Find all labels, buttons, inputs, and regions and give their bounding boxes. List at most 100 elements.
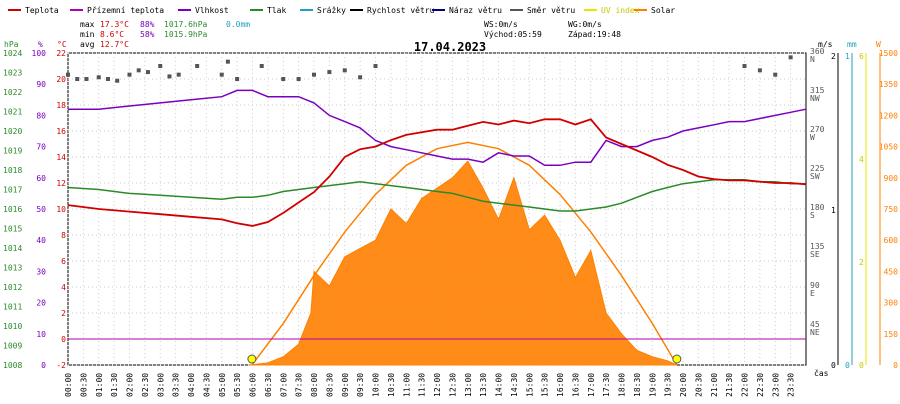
axis-tick-time: 03:30 [172, 373, 181, 397]
axis-unit-time: čas [814, 368, 829, 378]
axis-tick-degc: 0 [61, 335, 66, 344]
legend-label: Solar [651, 6, 675, 15]
axis-tick-time: 02:00 [126, 373, 135, 397]
axis-tick-time: 11:00 [402, 373, 411, 397]
axis-tick-time: 06:30 [264, 373, 273, 397]
stat-sunset: Západ:19:48 [568, 30, 621, 39]
axis-tick-dir-label: E [810, 289, 815, 298]
axis-tick-time: 22:30 [756, 373, 765, 397]
axis-tick-uv: 6 [859, 52, 864, 61]
axis-tick-time: 06:00 [249, 373, 258, 397]
axis-tick-hpa: 1017 [3, 186, 22, 195]
axis-unit-degc: °C [57, 40, 67, 49]
axis-tick-degc: 18 [56, 101, 66, 110]
axis-tick-pct: 40 [36, 236, 46, 245]
axis-tick-time: 12:00 [433, 373, 442, 397]
axis-tick-uv: 2 [859, 258, 864, 267]
axis-tick-time: 10:30 [387, 373, 396, 397]
axis-tick-time: 05:00 [218, 373, 227, 397]
series-humidity [68, 89, 807, 167]
series-wind-dir-point [145, 70, 150, 75]
axis-tick-time: 00:00 [64, 373, 73, 397]
series-wind-dir-point [757, 68, 762, 73]
series-wind-dir-point [136, 68, 141, 73]
series-solar-theoretical [251, 141, 678, 366]
axis-tick-degc: 14 [56, 153, 66, 162]
axis-tick-hpa: 1013 [3, 264, 22, 273]
axis-tick-pct: 10 [36, 330, 46, 339]
chart-title: 17.04.2023 [414, 40, 486, 54]
axis-tick-solar: 900 [884, 174, 899, 183]
axis-tick-degc: 16 [56, 127, 66, 136]
axis-tick-time: 17:00 [587, 373, 596, 397]
axis-tick-time: 15:30 [541, 373, 550, 397]
axis-tick-time: 22:00 [741, 373, 750, 397]
legend-label: Náraz větru [449, 6, 502, 15]
stat-max-label: max [80, 20, 95, 29]
axis-tick-solar: 1500 [879, 49, 898, 58]
series-wind-dir-point [127, 72, 132, 77]
axis-tick-time: 03:00 [156, 373, 165, 397]
axis-tick-time: 20:00 [679, 373, 688, 397]
axis-tick-hpa: 1022 [3, 88, 22, 97]
axis-tick-solar: 1050 [879, 143, 898, 152]
axis-tick-degc: 10 [56, 205, 66, 214]
axis-tick-time: 11:30 [418, 373, 427, 397]
axis-tick-time: 00:30 [79, 373, 88, 397]
axis-tick-pct: 20 [36, 299, 46, 308]
stat-min-label: min [80, 30, 95, 39]
axis-tick-pct: 80 [36, 111, 46, 120]
axis-tick-time: 14:30 [510, 373, 519, 397]
series-wind-dir-point [358, 75, 363, 80]
axis-tick-time: 09:30 [356, 373, 365, 397]
axis-tick-time: 07:00 [279, 373, 288, 397]
axis-tick-ms: 1 [831, 206, 836, 215]
axis-tick-pct: 100 [32, 49, 47, 58]
axis-tick-time: 10:00 [372, 373, 381, 397]
series-wind-dir-point [788, 55, 793, 60]
axis-tick-time: 01:00 [95, 373, 104, 397]
axis-tick-pct: 70 [36, 143, 46, 152]
axis-tick-time: 04:30 [202, 373, 211, 397]
sunset-marker [672, 354, 682, 364]
series-wind-dir-point [742, 64, 747, 68]
legend-label: Směr větru [527, 6, 575, 15]
series-wind-dir-point [342, 68, 347, 73]
axis-tick-dir: 315 [810, 86, 825, 95]
axis-tick-dir: 360 [810, 47, 825, 56]
stat-wind-gust: WG:0m/s [568, 20, 602, 29]
axis-tick-time: 08:30 [325, 373, 334, 397]
axis-tick-dir: 90 [810, 281, 820, 290]
stat-min-temp: 8.6°C [100, 30, 124, 39]
axis-unit-ms: m/s [818, 40, 833, 49]
series-wind-dir-point [96, 75, 101, 80]
axis-tick-solar: 450 [884, 267, 899, 276]
axis-tick-degc: 20 [56, 75, 66, 84]
axis-tick-uv: 0 [859, 361, 864, 370]
axis-tick-solar: 150 [884, 330, 899, 339]
stat-min-pressure: 1015.9hPa [164, 30, 208, 39]
axis-unit-w: W [876, 40, 881, 49]
axis-tick-mm: 0 [845, 361, 850, 370]
axis-tick-time: 18:00 [618, 373, 627, 397]
axis-tick-degc: 12 [56, 179, 66, 188]
legend-label: Tlak [267, 6, 286, 15]
axis-tick-solar: 0 [893, 361, 898, 370]
axis-unit-mm: mm [847, 40, 857, 49]
axis-tick-hpa: 1010 [3, 322, 22, 331]
legend-label: Vlhkost [195, 6, 229, 15]
series-pressure [67, 179, 806, 212]
stat-avg-label: avg [80, 40, 95, 49]
axis-tick-time: 14:00 [495, 373, 504, 397]
series-wind-dir-point [115, 78, 120, 83]
axis-tick-hpa: 1020 [3, 127, 22, 136]
axis-tick-dir: 270 [810, 125, 825, 134]
stat-min-humidity: 58% [140, 30, 155, 39]
axis-tick-time: 20:30 [694, 373, 703, 397]
series-wind-dir-point [219, 72, 224, 77]
axis-tick-hpa: 1024 [3, 49, 22, 58]
series-temperature [67, 118, 807, 227]
axis-unit-pct: % [38, 40, 43, 49]
